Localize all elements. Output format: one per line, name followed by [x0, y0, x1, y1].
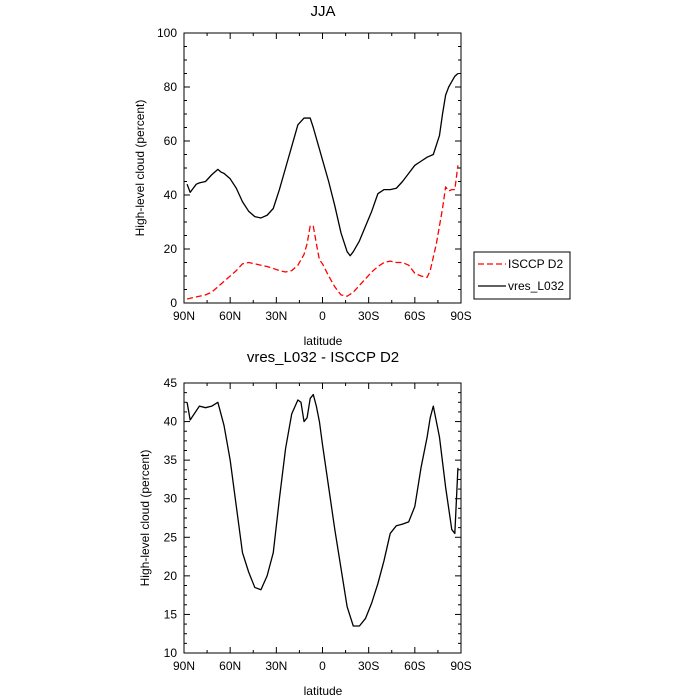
top-y-tick-label: 20	[164, 242, 178, 256]
bottom-y-tick-label: 35	[164, 453, 178, 467]
top-y-tick-label: 0	[170, 296, 177, 310]
bottom-x-tick-label: 90N	[173, 659, 195, 673]
top-x-tick-label: 30S	[358, 309, 379, 323]
top-plot-area	[186, 73, 459, 300]
bottom-chart-title: vres_L032 - ISCCP D2	[247, 349, 399, 366]
bottom-x-tick-label: 0	[319, 659, 326, 673]
top-series-line-vres-l032	[186, 73, 459, 257]
top-x-tick-label: 90N	[173, 309, 195, 323]
top-chart-title: JJA	[310, 3, 335, 20]
bottom-x-tick-label: 60N	[219, 659, 241, 673]
top-x-tick-label: 60S	[404, 309, 425, 323]
top-x-tick-label: 90S	[450, 309, 471, 323]
bottom-x-tick-label: 30S	[358, 659, 379, 673]
top-y-tick-label: 100	[157, 26, 177, 40]
bottom-plot-frame	[183, 382, 462, 654]
top-y-axis-label: High-level cloud (percent)	[133, 100, 147, 237]
bottom-y-tick-label: 25	[164, 530, 178, 544]
bottom-y-tick-label: 40	[164, 415, 178, 429]
top-x-tick-label: 60N	[219, 309, 241, 323]
bottom-y-axis-label: High-level cloud (percent)	[138, 450, 152, 587]
legend: ISCCP D2 vres_L032	[473, 251, 571, 300]
top-x-tick-label: 0	[319, 309, 326, 323]
bottom-x-axis-label: latitude	[304, 684, 343, 698]
bottom-y-tick-label: 30	[164, 492, 178, 506]
bottom-y-tick-label: 10	[164, 646, 178, 660]
bottom-x-tick-label: 60S	[404, 659, 425, 673]
bottom-plot-area	[186, 393, 459, 627]
bottom-x-tick-label: 30N	[265, 659, 287, 673]
legend-label-isccp: ISCCP D2	[508, 257, 563, 271]
top-ticks: 90N 60N 30N 0 30S 60S 90S 0 20 40 60 80 100	[157, 26, 472, 323]
legend-label-vres: vres_L032	[508, 279, 564, 293]
top-x-tick-label: 30N	[265, 309, 287, 323]
top-y-tick-label: 40	[164, 188, 178, 202]
top-panel: JJA 90N 60N 30N 0 30S 60S 90S 0 20 40 60 80 100 lati…	[133, 3, 571, 348]
bottom-y-tick-label: 15	[164, 607, 178, 621]
top-series-line-isccp-d2	[186, 165, 459, 300]
top-plot-frame	[183, 32, 462, 304]
bottom-y-tick-label: 45	[164, 376, 178, 390]
top-y-tick-label: 80	[164, 80, 178, 94]
top-y-tick-label: 60	[164, 134, 178, 148]
bottom-x-tick-label: 90S	[450, 659, 471, 673]
bottom-ticks: 90N 60N 30N 0 30S 60S 90S 10 15 20 25 30 35 40 45	[164, 376, 472, 673]
legend-box	[473, 251, 571, 300]
bottom-y-tick-label: 20	[164, 569, 178, 583]
top-x-axis-label: latitude	[304, 334, 343, 348]
bottom-panel: vres_L032 - ISCCP D2 90N 60N 30N 0 30S 60S 90S…	[138, 349, 472, 698]
bottom-series-line-0	[186, 393, 459, 627]
